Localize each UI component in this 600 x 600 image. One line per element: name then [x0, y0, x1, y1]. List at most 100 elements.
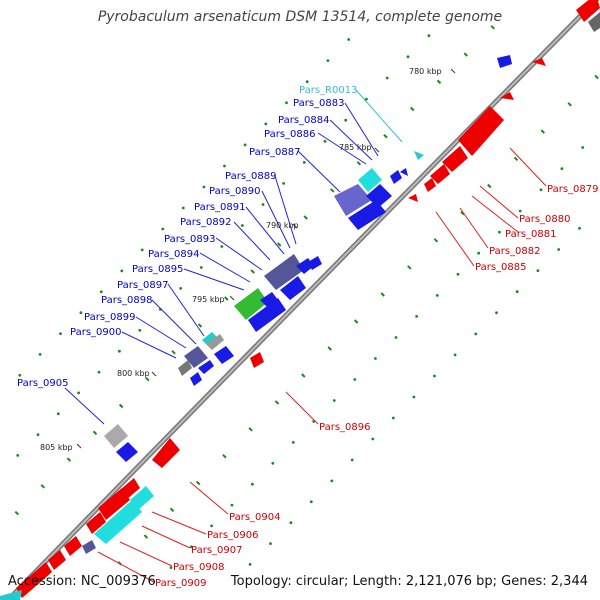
- gene-label: Pars_0897: [117, 280, 168, 291]
- gene-block: [214, 346, 234, 364]
- guide-dot: [330, 479, 334, 483]
- guide-dot: [415, 315, 418, 318]
- gene-block: [198, 360, 214, 374]
- gc-dash: [463, 52, 469, 57]
- gene-label: Pars_0889: [225, 171, 276, 182]
- gene-block: [234, 288, 268, 320]
- gene-block: [104, 424, 128, 448]
- guide-dot: [498, 230, 501, 234]
- gene-block: [116, 442, 138, 462]
- gene-block: [334, 184, 372, 216]
- gc-dash: [380, 292, 385, 297]
- tick-790: 790 kbp: [266, 221, 299, 230]
- gene-block: [152, 438, 180, 468]
- guide-dot: [515, 290, 519, 294]
- gene-block: [414, 151, 424, 160]
- gene-label: Pars_0884: [278, 115, 329, 126]
- guide-dot: [202, 185, 206, 189]
- guide-dot: [161, 227, 165, 231]
- gc-dash: [407, 265, 412, 270]
- gene-block: [532, 58, 546, 66]
- gene-block: [64, 536, 82, 556]
- guide-dot: [291, 441, 295, 444]
- gc-dash: [327, 346, 332, 351]
- accession-label: Accession: NC_009376: [8, 574, 156, 589]
- guide-dot: [412, 395, 416, 399]
- guide-dot: [474, 332, 478, 336]
- guide-dot: [581, 146, 585, 149]
- guide-dot: [394, 336, 398, 339]
- guide-dot: [353, 378, 357, 381]
- guide-dot: [269, 542, 272, 545]
- gc-dash: [248, 427, 253, 432]
- gene-label: Pars_0905: [17, 378, 68, 389]
- gc-dash: [383, 133, 388, 139]
- guide-dot: [38, 353, 42, 356]
- gc-dash: [14, 510, 20, 516]
- guide-dot: [223, 164, 226, 168]
- guide-dot: [350, 458, 354, 462]
- gc-dash: [353, 319, 359, 324]
- gene-label: Pars_0899: [84, 312, 135, 323]
- gene-block: [348, 200, 386, 230]
- gene-block: [30, 562, 52, 586]
- gc-dash: [118, 403, 124, 409]
- gene-block: [442, 146, 468, 172]
- gc-dash: [274, 400, 280, 405]
- tick-785: 785 kbp: [339, 143, 372, 152]
- guide-dot: [391, 416, 395, 420]
- gene-block: [430, 164, 450, 184]
- gene-block: [48, 550, 66, 570]
- guide-dot: [289, 521, 293, 525]
- gene-label: Pars_0893: [164, 234, 215, 245]
- guide-dot: [138, 328, 142, 332]
- guide-dot: [433, 374, 436, 378]
- gene-label: Pars_0908: [173, 562, 224, 573]
- gene-label: Pars_0891: [194, 202, 245, 213]
- tick-805: 805 kbp: [40, 443, 73, 452]
- gene-block: [130, 486, 154, 510]
- gene-block: [366, 184, 392, 208]
- guide-dot: [323, 139, 327, 143]
- guide-dot: [77, 391, 80, 395]
- gc-dash: [66, 457, 72, 462]
- guide-dot: [36, 433, 40, 436]
- gc-dash: [490, 25, 495, 30]
- guide-dot: [230, 503, 234, 507]
- gene-label: Pars_0896: [319, 422, 370, 433]
- gene-label: Pars_0880: [519, 214, 570, 225]
- guide-dot: [456, 272, 460, 276]
- kbp-ticks: 780 kbp 785 kbp 790 kbp 795 kbp 800 kbp …: [40, 67, 456, 452]
- guide-dot: [539, 188, 543, 192]
- guide-dot: [518, 209, 522, 213]
- gc-dash: [410, 106, 415, 112]
- guide-dot: [179, 287, 183, 290]
- tick-795: 795 kbp: [192, 295, 225, 304]
- gene-label: Pars_0885: [475, 262, 526, 273]
- gc-dash: [513, 156, 519, 162]
- gc-dash: [197, 323, 203, 328]
- gene-label: Pars_0886: [264, 129, 315, 140]
- guide-dot: [347, 38, 351, 41]
- guide-dot: [557, 248, 561, 251]
- gc-dash: [250, 269, 255, 274]
- map-title: Pyrobaculum arsenaticum DSM 13514, compl…: [97, 9, 503, 25]
- guide-dot: [385, 76, 389, 80]
- reverse-labels: Pars_0879 Pars_0880 Pars_0881 Pars_0882 …: [155, 184, 598, 589]
- guide-dot: [371, 437, 375, 441]
- forward-genes: [82, 55, 512, 554]
- forward-leaders: [64, 89, 403, 425]
- guide-dot: [305, 80, 309, 84]
- guide-dot: [251, 482, 254, 486]
- gene-block: [424, 178, 436, 192]
- gene-label: Pars_0881: [505, 229, 556, 240]
- gc-dash: [330, 188, 335, 193]
- guide-dot: [495, 311, 498, 315]
- tick-800: 800 kbp: [117, 369, 150, 378]
- gc-dash: [433, 238, 439, 243]
- guide-dot: [261, 203, 265, 206]
- guide-dot: [332, 399, 336, 402]
- gene-block: [408, 194, 418, 202]
